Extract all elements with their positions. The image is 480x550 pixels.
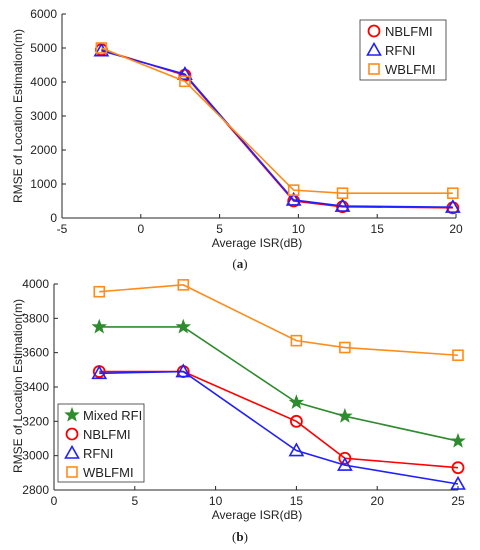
chart-b-x-tick-label: 15 — [290, 494, 304, 508]
chart-a-plot-area: -5 0 5 10 15 200100020003000400050006000NBLFM… — [30, 7, 463, 236]
chart-b-series-mixed-rfi-point — [175, 318, 192, 334]
chart-a-legend-label-nblfmi: NBLFMI — [385, 24, 433, 39]
chart-b-series-wblfmi-point — [290, 334, 303, 347]
chart-a-legend-label-rfni: RFNI — [385, 43, 415, 58]
chart-b-series-wblfmi-line — [99, 284, 459, 357]
chart-b-caption-open: ( — [232, 529, 236, 544]
chart-b-y-tick-label: 3400 — [22, 380, 49, 394]
chart-b: 0 5 10 15 20 25 2800 3000 3200 3400 3600 3800 4000 Mi… — [11, 277, 466, 544]
chart-a-y-tick-label: 1000 — [30, 177, 57, 191]
chart-b-series-rfni-point — [337, 456, 353, 471]
chart-b-series-rfni-point — [175, 363, 192, 378]
chart-a-series-rfni-line — [101, 49, 453, 208]
chart-b-x-tick-label: 0 — [51, 494, 58, 508]
chart-b-y-axis-label: RMSE of Location Estimation(m) — [11, 299, 25, 473]
chart-a: -5 0 5 10 15 200100020003000400050006000NBLFM… — [11, 7, 463, 271]
chart-a-series-rfni-point — [444, 198, 461, 213]
chart-a-series-wblfmi-point — [95, 42, 108, 54]
chart-b-x-tick-label: 5 — [131, 494, 138, 508]
chart-a-series-wblfmi-point — [179, 75, 191, 88]
chart-a-x-tick-label: 5 — [216, 222, 223, 236]
chart-b-series-mixed-rfi-line — [99, 326, 459, 442]
chart-a-y-tick-label: 6000 — [30, 7, 57, 21]
chart-a-legend-marker-wblfmi — [368, 63, 380, 75]
chart-b-series-nblfmi-line — [99, 370, 459, 469]
chart-a-series-wblfmi-line — [101, 47, 453, 194]
chart-b-series-rfni-point — [91, 365, 108, 380]
chart-a-series-rfni-point — [285, 191, 302, 206]
chart-b-series-rfni-point — [288, 442, 305, 457]
chart-b-legend-label-rfni: RFNI — [83, 446, 113, 461]
chart-b-caption: (b) — [232, 529, 248, 544]
chart-b-y-tick-label: 2800 — [22, 483, 49, 497]
chart-a-caption-close: ) — [243, 256, 247, 271]
chart-a-y-tick-label: 4000 — [30, 75, 57, 89]
chart-b-series-rfni-point — [450, 475, 466, 490]
chart-b-y-tick-label: 3000 — [22, 449, 49, 463]
chart-b-legend-marker-rfni — [64, 444, 80, 459]
chart-b-legend-label-nblfmi: NBLFMI — [83, 427, 131, 442]
chart-a-legend-box — [359, 19, 447, 81]
chart-a-y-tick-label: 5000 — [30, 41, 57, 55]
chart-b-series-nblfmi-point — [289, 414, 303, 428]
chart-b-caption-close: ) — [244, 529, 248, 544]
chart-a-legend-marker-nblfmi — [367, 24, 381, 38]
chart-b-series-mixed-rfi-point — [450, 432, 466, 448]
chart-b-y-tick-label: 3600 — [22, 346, 49, 360]
chart-b-y-tick-label: 3800 — [22, 311, 49, 325]
chart-a-legend: NBLFMI RFNI WBLFMI — [359, 19, 447, 81]
chart-a-x-tick-label: 15 — [371, 222, 385, 236]
chart-b-series-wblfmi-point — [93, 285, 106, 298]
chart-a-x-tick-label: 20 — [449, 222, 463, 236]
chart-a-caption-letter: a — [237, 256, 244, 271]
chart-a-caption-open: ( — [232, 256, 236, 271]
chart-b-series-rfni-line — [99, 370, 459, 485]
chart-b-caption-letter: b — [236, 529, 243, 544]
chart-b-legend-label-mixed-rfi: Mixed RFI — [83, 408, 142, 423]
chart-b-x-tick-label: 20 — [371, 494, 385, 508]
chart-b-x-tick-label: 10 — [209, 494, 223, 508]
chart-b-legend-marker-mixed-rfi — [64, 406, 80, 422]
chart-a-x-tick-label: 0 — [137, 222, 144, 236]
chart-b-legend-marker-wblfmi — [66, 466, 78, 478]
chart-b-series-wblfmi-point — [339, 341, 351, 354]
chart-a-legend-marker-rfni — [366, 41, 382, 56]
chart-a-series-rfni-point — [177, 66, 193, 80]
chart-b-y-tick-label: 3200 — [22, 414, 49, 428]
chart-a-caption: (a) — [232, 256, 247, 271]
chart-a-legend-label-wblfmi: WBLFMI — [385, 62, 436, 77]
chart-a-series-wblfmi-point — [447, 187, 459, 199]
chart-a-y-tick-label: 0 — [50, 211, 57, 225]
chart-a-y-tick-label: 3000 — [30, 109, 57, 123]
chart-a-x-tick-label: -5 — [57, 222, 68, 236]
chart-b-series-mixed-rfi-point — [337, 408, 353, 423]
chart-b-legend-marker-nblfmi — [65, 427, 79, 441]
chart-a-series-wblfmi-point — [336, 187, 349, 199]
chart-b-x-axis-label: Average ISR(dB) — [212, 508, 303, 522]
chart-b-series-nblfmi-point — [338, 451, 352, 465]
chart-b-series-wblfmi-point — [177, 279, 190, 291]
chart-a-series-rfni-point — [334, 197, 351, 212]
chart-b-y-tick-label: 4000 — [22, 277, 49, 291]
chart-a-y-axis-label: RMSE of Location Estimation(m) — [11, 29, 25, 203]
chart-a-x-axis-label: Average ISR(dB) — [212, 236, 303, 250]
chart-b-legend: Mixed RFI NBLFMI RFNI WBLFMI — [57, 403, 145, 483]
chart-a-y-tick-label: 2000 — [30, 143, 57, 157]
chart-a-x-tick-label: 10 — [292, 222, 306, 236]
chart-b-series-nblfmi-point — [451, 461, 465, 475]
chart-b-series-wblfmi-point — [452, 349, 464, 362]
chart-b-series-mixed-rfi-point — [91, 318, 108, 334]
chart-b-x-tick-label: 25 — [451, 494, 465, 508]
chart-b-legend-label-wblfmi: WBLFMI — [83, 465, 134, 480]
chart-a-series-wblfmi-point — [287, 184, 300, 196]
chart-b-series-mixed-rfi-point — [288, 394, 305, 410]
chart-b-plot-area: 0 5 10 15 20 25 2800 3000 3200 3400 3600 3800 4000 Mi… — [22, 277, 466, 508]
